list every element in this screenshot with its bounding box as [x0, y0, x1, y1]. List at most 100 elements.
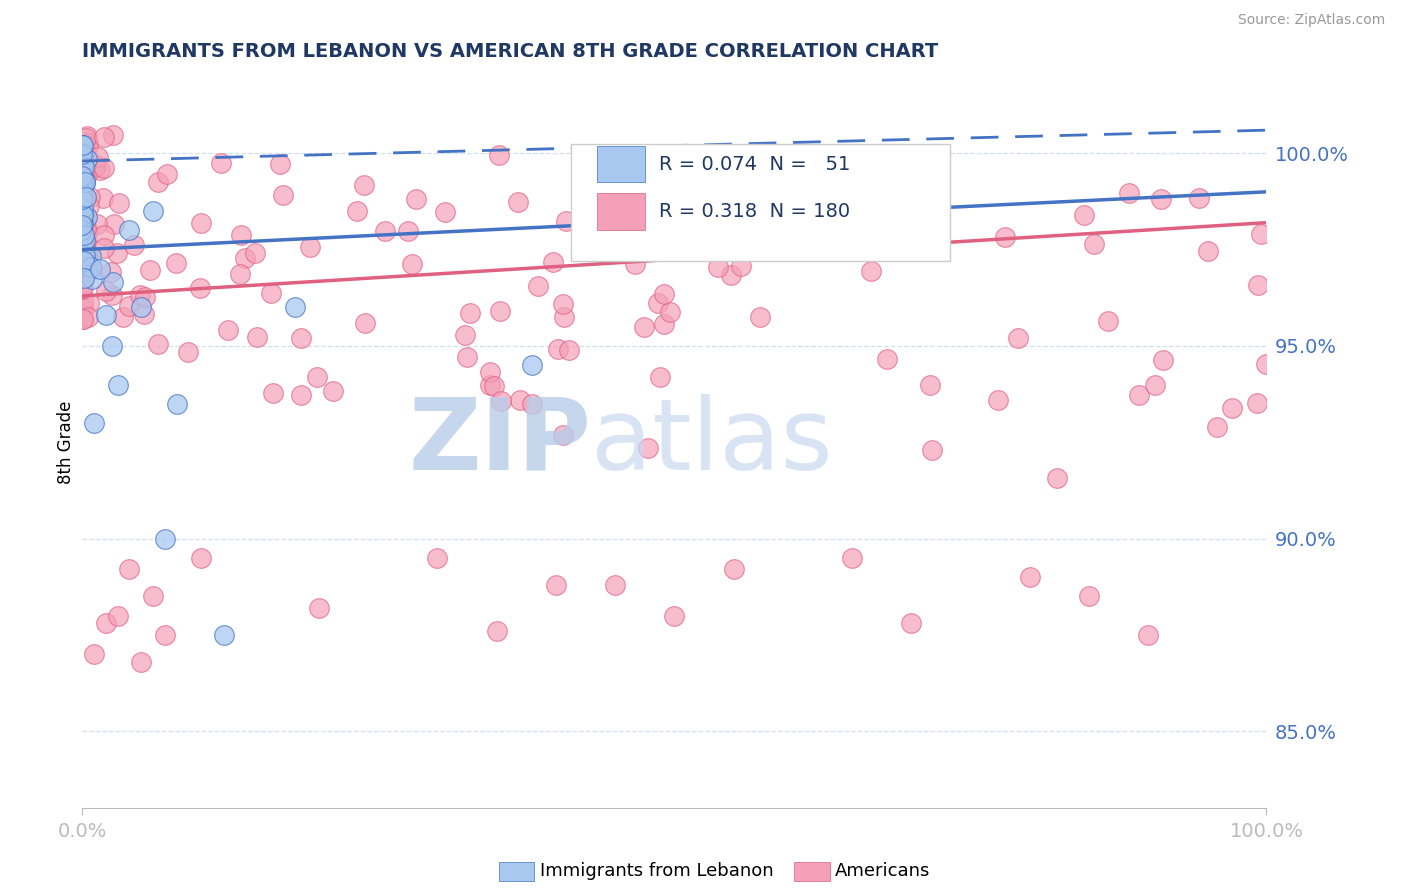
Point	[190, 550, 212, 565]
Point	[1018, 570, 1040, 584]
Point	[101, 128, 124, 142]
Point	[509, 393, 531, 408]
Point	[73, 217, 96, 231]
Point	[484, 379, 506, 393]
Point	[166, 397, 188, 411]
Point	[353, 316, 375, 330]
Point	[77, 295, 100, 310]
Point	[553, 310, 575, 324]
Point	[346, 203, 368, 218]
Point	[489, 303, 512, 318]
Point	[72, 201, 94, 215]
Point	[72, 312, 94, 326]
Point	[228, 267, 250, 281]
Point	[87, 150, 110, 164]
Point	[1097, 314, 1119, 328]
Point	[100, 339, 122, 353]
Point	[70, 281, 93, 295]
Point	[76, 152, 98, 166]
Point	[73, 249, 96, 263]
Point	[72, 186, 94, 200]
Point	[103, 217, 125, 231]
Point	[77, 245, 100, 260]
Point	[93, 129, 115, 144]
Point	[75, 175, 97, 189]
Point	[73, 271, 96, 285]
Point	[188, 281, 211, 295]
Point	[165, 256, 187, 270]
Point	[89, 163, 111, 178]
Point	[488, 148, 510, 162]
Point	[72, 142, 94, 156]
Point	[73, 172, 96, 186]
Point	[456, 350, 478, 364]
Point	[77, 264, 100, 278]
Point	[107, 377, 129, 392]
Point	[284, 301, 307, 315]
Point	[76, 257, 98, 271]
Point	[72, 223, 94, 237]
Point	[1007, 331, 1029, 345]
Text: atlas: atlas	[592, 393, 832, 491]
Point	[72, 281, 94, 295]
Bar	[598, 145, 645, 182]
Point	[72, 154, 94, 169]
Point	[592, 167, 614, 181]
Point	[118, 223, 141, 237]
Point	[70, 177, 93, 191]
Point	[86, 217, 108, 231]
Point	[1150, 192, 1173, 206]
Point	[112, 310, 135, 325]
Point	[80, 260, 103, 274]
Point	[107, 608, 129, 623]
Point	[479, 377, 502, 392]
Point	[153, 532, 176, 546]
Point	[308, 601, 330, 615]
Point	[72, 207, 94, 221]
Point	[70, 211, 93, 226]
Point	[100, 265, 122, 279]
Point	[75, 233, 97, 247]
Point	[454, 328, 477, 343]
Point	[396, 224, 419, 238]
Point	[70, 147, 93, 161]
Y-axis label: 8th Grade: 8th Grade	[58, 401, 75, 484]
Point	[720, 268, 742, 282]
Point	[72, 137, 94, 152]
Point	[1247, 277, 1270, 292]
Point	[605, 204, 627, 219]
Point	[91, 191, 114, 205]
Point	[547, 343, 569, 357]
Point	[77, 136, 100, 150]
Point	[72, 300, 94, 314]
Point	[1128, 388, 1150, 402]
Point	[73, 211, 96, 226]
Point	[707, 260, 730, 275]
Point	[748, 310, 770, 325]
Point	[433, 205, 456, 219]
Point	[83, 647, 105, 661]
Point	[1206, 419, 1229, 434]
Text: R = 0.074  N =   51: R = 0.074 N = 51	[659, 154, 851, 174]
Point	[72, 293, 94, 308]
Point	[73, 176, 96, 190]
Point	[299, 239, 322, 253]
Point	[633, 319, 655, 334]
Point	[245, 246, 267, 260]
Point	[72, 138, 94, 153]
Point	[841, 550, 863, 565]
Point	[1220, 401, 1243, 415]
Point	[79, 190, 101, 204]
Point	[83, 416, 105, 430]
Point	[129, 288, 152, 302]
Point	[485, 624, 508, 639]
Point	[94, 308, 117, 322]
Point	[374, 224, 396, 238]
Point	[72, 192, 94, 206]
Point	[506, 195, 529, 210]
Point	[607, 238, 630, 252]
Point	[76, 210, 98, 224]
Point	[75, 169, 97, 184]
Point	[1137, 628, 1160, 642]
Point	[682, 179, 704, 194]
